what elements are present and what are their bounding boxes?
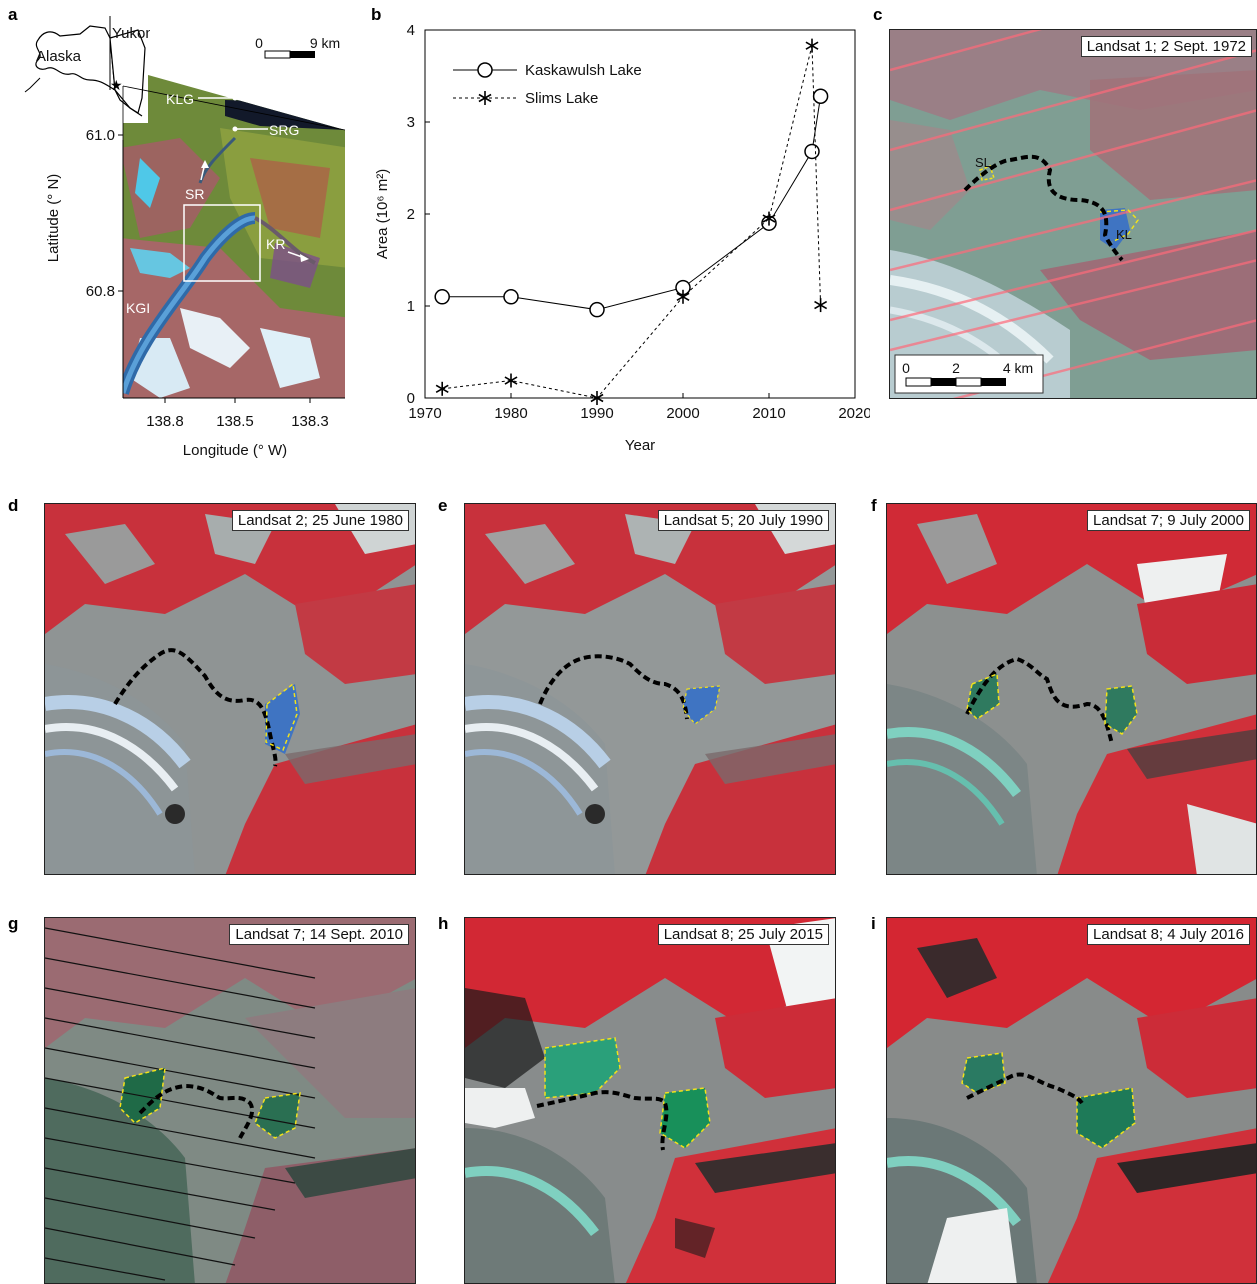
legend-label: Slims Lake bbox=[525, 90, 598, 107]
lon-tick-138-8: 138.8 bbox=[146, 413, 184, 430]
data-point-slims bbox=[435, 381, 449, 396]
data-point-slims bbox=[814, 298, 828, 313]
x-tick-label: 1980 bbox=[494, 405, 527, 422]
x-tick-label: 2010 bbox=[752, 405, 785, 422]
panel-letter-b: b bbox=[371, 5, 382, 24]
panel-letter-d: d bbox=[8, 496, 19, 515]
series-line-kaskawulsh bbox=[442, 96, 822, 311]
lat-tick-61: 61.0 bbox=[86, 127, 115, 144]
scene-caption-2000: Landsat 7; 9 July 2000 bbox=[1087, 510, 1250, 531]
star-icon: ★ bbox=[110, 77, 123, 93]
scene-caption-1980: Landsat 2; 25 June 1980 bbox=[231, 510, 409, 531]
landsat-1980-image: Landsat 2; 25 June 1980 bbox=[44, 503, 416, 875]
scale-2: 2 bbox=[952, 360, 960, 376]
lon-tick-138-5: 138.5 bbox=[216, 413, 254, 430]
panel-letter-i: i bbox=[871, 914, 876, 933]
scale-end: 9 km bbox=[310, 35, 340, 51]
data-point-slims bbox=[805, 38, 819, 53]
scene-caption-1990: Landsat 5; 20 July 1990 bbox=[657, 510, 829, 531]
scale-0: 0 bbox=[902, 360, 910, 376]
x-tick-label: 1990 bbox=[580, 405, 613, 422]
kr-label: KR bbox=[266, 236, 285, 252]
map-annotations: KLG SRG SR KR KGI bbox=[126, 91, 309, 316]
panel-letter-h: h bbox=[438, 914, 449, 933]
map-scale-bar: 0 9 km bbox=[150, 8, 350, 68]
satellite-map-image bbox=[123, 68, 345, 398]
scene-caption-2016: Landsat 8; 4 July 2016 bbox=[1087, 924, 1250, 945]
klg-label: KLG bbox=[166, 91, 194, 107]
panel-letter-f: f bbox=[871, 496, 877, 515]
panel-letter-g: g bbox=[8, 914, 19, 933]
landsat-2000-image: Landsat 7; 9 July 2000 bbox=[886, 503, 1257, 875]
sr-label: SR bbox=[185, 186, 204, 202]
panel-letter-e: e bbox=[438, 496, 448, 515]
y-tick-label: 1 bbox=[407, 298, 415, 315]
x-tick-label: 2000 bbox=[666, 405, 699, 422]
alaska-label: Alaska bbox=[36, 48, 82, 65]
y-tick-label: 0 bbox=[407, 390, 415, 407]
lat-tick-60-8: 60.8 bbox=[86, 283, 115, 300]
legend-marker bbox=[478, 91, 492, 105]
scene-caption-2010: Landsat 7; 14 Sept. 2010 bbox=[229, 924, 409, 945]
y-axis-title: Area (10⁶ m²) bbox=[374, 169, 391, 259]
slims-lake-label: SL bbox=[975, 155, 991, 170]
landsat-1972-image: SL KL 0 2 4 km Landsat 1; 2 Sept. 1972 bbox=[889, 29, 1257, 399]
data-point-slims bbox=[762, 211, 776, 226]
scale-bar-km: 0 2 4 km bbox=[894, 354, 1044, 394]
legend-label: Kaskawulsh Lake bbox=[525, 62, 642, 79]
data-point-kaskawulsh bbox=[589, 301, 605, 318]
landsat-2015-image: Landsat 8; 25 July 2015 bbox=[464, 917, 836, 1284]
srg-label: SRG bbox=[269, 122, 299, 138]
landsat-2010-image: Landsat 7; 14 Sept. 2010 bbox=[44, 917, 416, 1284]
legend-marker bbox=[477, 62, 493, 78]
y-tick-label: 2 bbox=[407, 206, 415, 223]
panel-letter-c: c bbox=[873, 5, 883, 24]
y-tick-label: 3 bbox=[407, 114, 415, 131]
location-map: Alaska Yukon ★ 0 9 km KLG SRG SR KR KGI … bbox=[24, 8, 350, 459]
kaskawulsh-lake-label: KL bbox=[1116, 227, 1132, 242]
yukon-label: Yukon bbox=[112, 25, 154, 42]
lake-area-chart: 1970 1980 1990 2000 2010 2020 0 1 2 3 4 Year Area (1… bbox=[374, 22, 870, 454]
landsat-2016-image: Landsat 8; 4 July 2016 bbox=[886, 917, 1257, 1284]
panel-letter-a: a bbox=[8, 5, 18, 24]
data-point-kaskawulsh bbox=[434, 289, 450, 305]
kgi-label: KGI bbox=[126, 300, 150, 316]
study-area-box bbox=[183, 204, 261, 282]
scene-caption-1972: Landsat 1; 2 Sept. 1972 bbox=[1080, 36, 1252, 57]
data-point-slims bbox=[590, 391, 604, 405]
scale-zero: 0 bbox=[255, 35, 263, 51]
x-tick-label: 2020 bbox=[838, 405, 870, 422]
data-point-kaskawulsh bbox=[812, 88, 829, 104]
scale-4: 4 km bbox=[1003, 360, 1033, 376]
longitude-axis-title: Longitude (° W) bbox=[183, 442, 287, 459]
data-point-slims bbox=[504, 373, 518, 388]
data-point-kaskawulsh bbox=[804, 143, 820, 160]
x-axis-title: Year bbox=[625, 437, 655, 454]
landsat-1990-image: Landsat 5; 20 July 1990 bbox=[464, 503, 836, 875]
chart-plot-frame bbox=[424, 29, 856, 399]
data-point-slims bbox=[676, 289, 690, 304]
x-tick-label: 1970 bbox=[408, 405, 441, 422]
y-tick-label: 4 bbox=[407, 22, 415, 39]
scene-caption-2015: Landsat 8; 25 July 2015 bbox=[657, 924, 829, 945]
data-point-kaskawulsh bbox=[503, 289, 519, 305]
latitude-axis-title: Latitude (° N) bbox=[45, 174, 62, 263]
lon-tick-138-3: 138.3 bbox=[291, 413, 329, 430]
alaska-yukon-inset: Alaska Yukon ★ bbox=[24, 8, 346, 140]
